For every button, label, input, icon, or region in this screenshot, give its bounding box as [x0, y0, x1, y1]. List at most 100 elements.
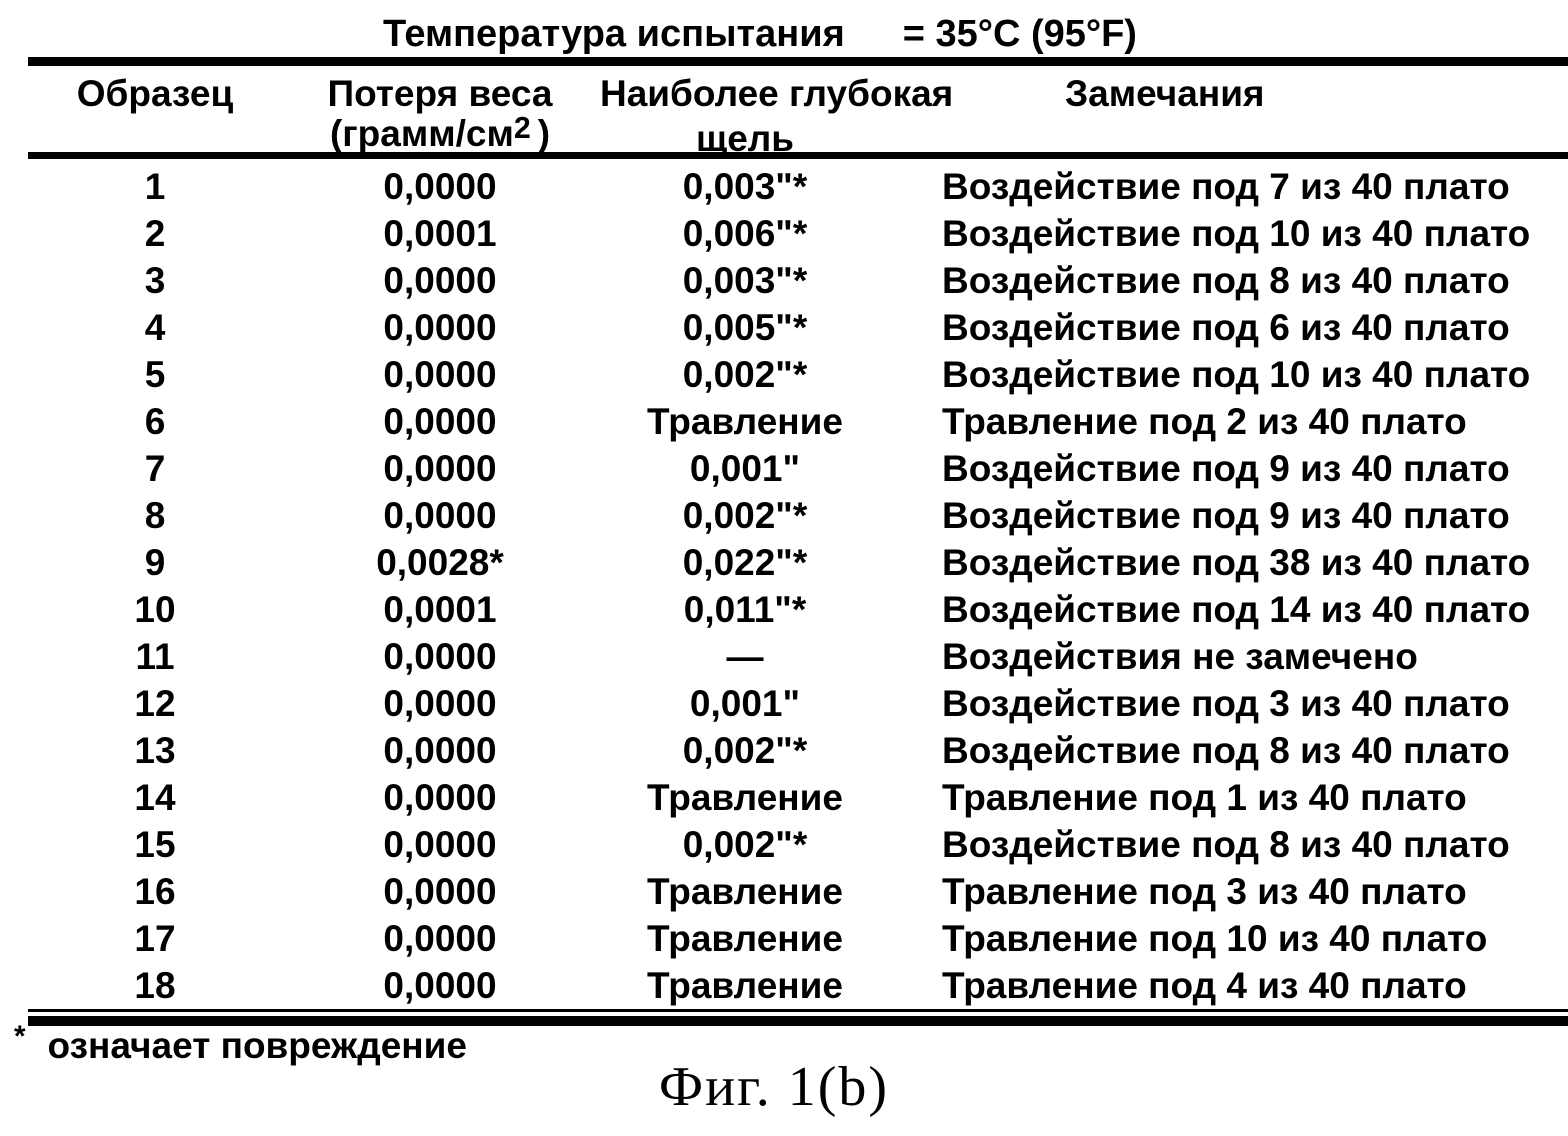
cell-weight-loss: 0,0000: [383, 871, 497, 912]
cell-sample: 16: [134, 871, 176, 912]
cell-sample: 1: [144, 166, 166, 207]
header-weight-loss: Потеря веса (грамм/см2): [250, 74, 600, 159]
cell-remark: Воздействие под 14 из 40 плато: [942, 589, 1531, 630]
cell-weight-loss: 0,0000: [383, 777, 497, 818]
cell-weight-loss: 0,0000: [383, 495, 497, 536]
cell-weight-loss: 0,0000: [383, 307, 497, 348]
cell-deepest-crevice: 0,005"*: [682, 307, 808, 348]
cell-remark: Воздействие под 8 из 40 плато: [942, 824, 1510, 865]
top-rule: [28, 57, 1568, 66]
table-row: 17 0,0000 Травление Травление под 10 из 40 …: [0, 915, 1568, 962]
cell-sample: 12: [134, 683, 176, 724]
cell-remark: Воздействие под 9 из 40 плато: [942, 495, 1510, 536]
cell-remark: Воздействие под 7 из 40 плато: [942, 166, 1510, 207]
header-deepest-crevice: Наиболее глубокая щель: [600, 73, 954, 159]
cell-remark: Воздействие под 10 из 40 плато: [942, 213, 1531, 254]
header-unit-superscript: 2: [513, 112, 531, 145]
table-row: 10 0,0001 0,011"* Воздействие под 14 из 40 …: [0, 586, 1568, 633]
cell-weight-loss: 0,0028*: [376, 542, 504, 583]
cell-weight-loss: 0,0000: [383, 448, 497, 489]
table-row: 4 0,0000 0,005"* Воздействие под 6 из 40 пл…: [0, 304, 1568, 351]
cell-deepest-crevice: 0,022"*: [682, 542, 808, 583]
header-weight-loss-unit: (грамм/см2): [280, 112, 600, 157]
table-row: 13 0,0000 0,002"* Воздействие под 8 из 40 п…: [0, 727, 1568, 774]
cell-deepest-crevice: Травление: [647, 871, 843, 912]
cell-deepest-crevice: 0,001": [689, 448, 801, 489]
cell-sample: 8: [144, 495, 166, 536]
cell-weight-loss: 0,0000: [383, 354, 497, 395]
table-row: 11 0,0000 — Воздействия не замечено: [0, 633, 1568, 680]
bottom-rule-thick: [28, 1016, 1568, 1026]
header-deepest-crevice-line1: Наиболее глубокая: [600, 73, 954, 114]
cell-weight-loss: 0,0000: [383, 918, 497, 959]
cell-sample: 14: [134, 777, 176, 818]
cell-sample: 6: [144, 401, 166, 442]
table-row: 5 0,0000 0,002"* Воздействие под 10 из 40 п…: [0, 351, 1568, 398]
table-row: 9 0,0028* 0,022"* Воздействие под 38 из 40 …: [0, 539, 1568, 586]
cell-remark: Травление под 3 из 40 плато: [942, 871, 1467, 912]
cell-deepest-crevice: —: [726, 636, 764, 677]
table-row: 8 0,0000 0,002"* Воздействие под 9 из 40 пл…: [0, 492, 1568, 539]
table-row: 18 0,0000 Травление Травление под 4 из 40 п…: [0, 962, 1568, 1009]
cell-weight-loss: 0,0000: [383, 965, 497, 1006]
cell-sample: 7: [144, 448, 166, 489]
cell-deepest-crevice: 0,001": [689, 683, 801, 724]
header-remarks: Замечания: [1065, 73, 1265, 114]
header-separator-rule: [28, 152, 1568, 159]
cell-remark: Травление под 10 из 40 плато: [942, 918, 1488, 959]
cell-weight-loss: 0,0000: [383, 683, 497, 724]
cell-weight-loss: 0,0000: [383, 730, 497, 771]
cell-sample: 3: [144, 260, 166, 301]
cell-deepest-crevice: 0,002"*: [682, 354, 808, 395]
table-body: 1 0,0000 0,003"* Воздействие под 7 из 40 пл…: [0, 163, 1568, 1009]
header-unit-prefix: (грамм/см: [329, 113, 514, 154]
footnote-text: означает повреждение: [47, 1025, 467, 1066]
cell-deepest-crevice: Травление: [647, 918, 843, 959]
cell-remark: Воздействие под 6 из 40 плато: [942, 307, 1510, 348]
cell-deepest-crevice: 0,002"*: [682, 824, 808, 865]
cell-sample: 9: [144, 542, 166, 583]
bottom-rule-thin: [28, 1009, 1568, 1012]
title-test-temperature-label: Температура испытания: [383, 13, 845, 55]
cell-weight-loss: 0,0000: [383, 636, 497, 677]
cell-sample: 17: [134, 918, 176, 959]
table-row: 2 0,0001 0,006"* Воздействие под 10 из 40 п…: [0, 210, 1568, 257]
cell-sample: 18: [134, 965, 176, 1006]
cell-remark: Воздействие под 38 из 40 плато: [942, 542, 1531, 583]
cell-deepest-crevice: Травление: [647, 777, 843, 818]
cell-sample: 2: [144, 213, 166, 254]
header-weight-loss-line1: Потеря веса: [327, 73, 553, 114]
header-deepest-crevice-line2: щель: [695, 118, 795, 159]
cell-deepest-crevice: 0,006"*: [682, 213, 808, 254]
cell-weight-loss: 0,0001: [383, 213, 497, 254]
cell-remark: Воздействие под 8 из 40 плато: [942, 730, 1510, 771]
cell-sample: 15: [134, 824, 176, 865]
cell-remark: Воздействия не замечено: [942, 636, 1418, 677]
cell-weight-loss: 0,0000: [383, 166, 497, 207]
cell-sample: 11: [135, 636, 175, 677]
table-title: Температура испытания = 35°C (95°F): [0, 12, 1520, 56]
cell-deepest-crevice: 0,002"*: [682, 495, 808, 536]
cell-weight-loss: 0,0001: [383, 589, 497, 630]
title-temperature-value: = 35°C (95°F): [902, 13, 1137, 55]
table-row: 6 0,0000 Травление Травление под 2 из 40 пл…: [0, 398, 1568, 445]
header-unit-suffix: ): [537, 113, 551, 154]
table-header-row: Образец Потеря веса (грамм/см2) Наиболее…: [0, 74, 1568, 159]
cell-remark: Воздействие под 8 из 40 плато: [942, 260, 1510, 301]
cell-deepest-crevice: Травление: [647, 965, 843, 1006]
table-row: 1 0,0000 0,003"* Воздействие под 7 из 40 пл…: [0, 163, 1568, 210]
table-row: 3 0,0000 0,003"* Воздействие под 8 из 40 пл…: [0, 257, 1568, 304]
cell-remark: Воздействие под 3 из 40 плато: [942, 683, 1510, 724]
table-row: 7 0,0000 0,001" Воздействие под 9 из 40 пла…: [0, 445, 1568, 492]
cell-deepest-crevice: Травление: [647, 401, 843, 442]
cell-sample: 4: [144, 307, 166, 348]
cell-remark: Воздействие под 10 из 40 плато: [942, 354, 1531, 395]
cell-remark: Воздействие под 9 из 40 плато: [942, 448, 1510, 489]
cell-weight-loss: 0,0000: [383, 260, 497, 301]
cell-sample: 13: [134, 730, 176, 771]
footnote: * означает повреждение: [14, 1020, 467, 1069]
table-row: 12 0,0000 0,001" Воздействие под 3 из 40 пл…: [0, 680, 1568, 727]
footnote-asterisk: *: [14, 1020, 26, 1053]
cell-deepest-crevice: 0,002"*: [682, 730, 808, 771]
